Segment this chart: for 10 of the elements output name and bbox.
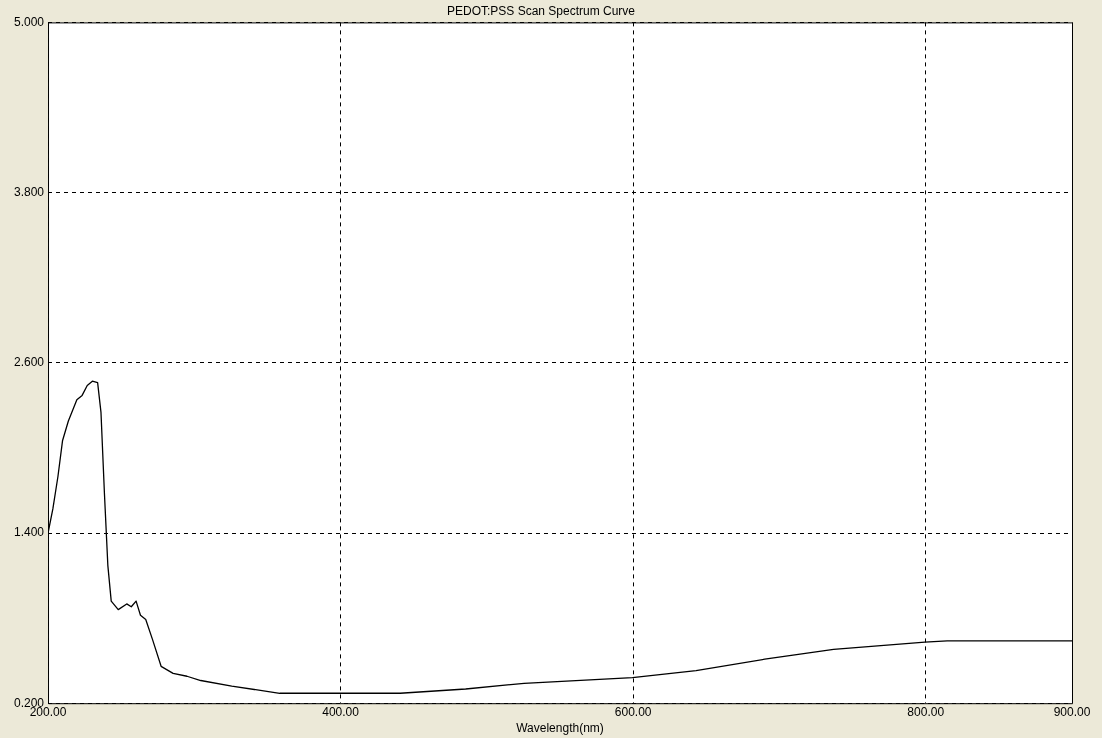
x-axis-title: Wavelength(nm) [516, 721, 604, 736]
y-tick-label: 5.000 [14, 14, 45, 29]
y-tick-label: 3.800 [14, 184, 45, 199]
y-tick-label: 2.600 [14, 355, 45, 370]
y-tick-label: 1.400 [14, 525, 45, 540]
x-tick-label: 400.00 [322, 704, 360, 719]
x-tick-label: 800.00 [907, 704, 945, 719]
x-tick-label: 900.00 [1053, 704, 1091, 719]
chart-title: PEDOT:PSS Scan Spectrum Curve [446, 3, 636, 18]
x-tick-label: 600.00 [614, 704, 652, 719]
